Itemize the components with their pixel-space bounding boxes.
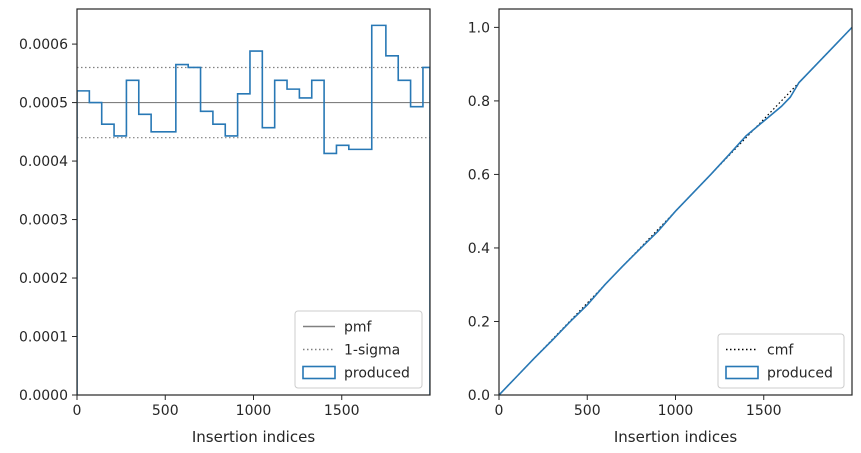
legend-label-1-sigma: 1-sigma xyxy=(344,343,400,359)
y-tick-label: 0.0000 xyxy=(19,388,68,404)
legend-box xyxy=(717,333,845,389)
x-tick-label: 1500 xyxy=(324,403,360,419)
x-tick-label: 500 xyxy=(574,403,601,419)
y-tick-label: 0.4 xyxy=(468,241,490,257)
x-tick-label: 1000 xyxy=(236,403,272,419)
plot-area xyxy=(499,26,852,395)
y-tick-label: 0.0002 xyxy=(19,271,68,287)
x-tick-label: 500 xyxy=(152,403,179,419)
y-tick-label: 0.2 xyxy=(468,314,490,330)
series-produced-line-3 xyxy=(77,24,430,395)
right-cmf-chart: 0 500 1000 1500 0.0 0.2 0.4 0.6 0.8 1.0 Insertion … xyxy=(468,8,853,446)
y-tick-label: 0.0005 xyxy=(19,96,68,112)
legend-label-produced: produced xyxy=(767,366,833,382)
y-tick-label: 0.0006 xyxy=(19,37,68,53)
series-produced-line-1 xyxy=(499,26,852,395)
y-tick-label: 0.0004 xyxy=(19,154,68,170)
legend-label-produced: produced xyxy=(344,366,410,382)
x-axis-label: Insertion indices xyxy=(192,428,315,446)
y-tick-label: 0.0 xyxy=(468,388,490,404)
x-tick-label: 0 xyxy=(495,403,504,419)
x-tick-label: 0 xyxy=(73,403,82,419)
x-axis-label: Insertion indices xyxy=(614,428,737,446)
legend-swatch-produced xyxy=(302,365,336,380)
legend-label-pmf: pmf xyxy=(344,320,373,336)
left-pmf-chart: 0 500 1000 1500 0.0000 0.0001 0.0002 0.0003 0.00… xyxy=(19,8,431,446)
x-tick-label: 1000 xyxy=(658,403,694,419)
y-tick-label: 1.0 xyxy=(468,20,490,36)
y-tick-label: 0.6 xyxy=(468,167,490,183)
x-tick-label: 1500 xyxy=(746,403,782,419)
legend-label-cmf: cmf xyxy=(767,343,794,359)
plot-area xyxy=(77,24,430,395)
legend: cmf produced xyxy=(717,333,845,389)
y-tick-label: 0.0001 xyxy=(19,330,68,346)
legend-box xyxy=(294,310,423,389)
y-tick-label: 0.0003 xyxy=(19,213,68,229)
legend-swatch-produced xyxy=(725,365,759,380)
legend: pmf 1-sigma produced xyxy=(294,310,423,389)
y-tick-label: 0.8 xyxy=(468,94,490,110)
